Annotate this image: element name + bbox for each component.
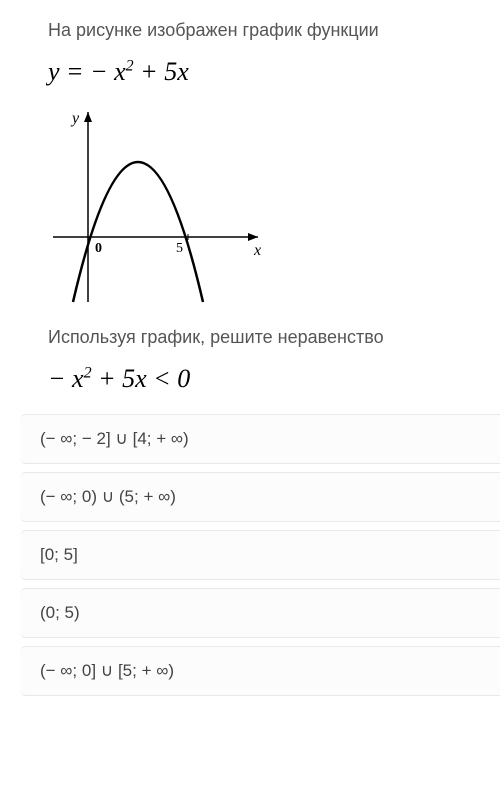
- x-axis-arrow: [248, 233, 258, 241]
- option-2[interactable]: (− ∞; 0) ∪ (5; + ∞): [20, 472, 500, 522]
- y-axis-arrow: [84, 112, 92, 122]
- formula-exponent: 2: [126, 57, 134, 74]
- origin-label: 0: [95, 241, 102, 256]
- y-axis-label: y: [70, 110, 80, 127]
- inequality-formula: − x2 + 5x < 0: [20, 364, 500, 394]
- question-intro: На рисунке изображен график функции: [20, 20, 500, 41]
- option-3[interactable]: [0; 5]: [20, 530, 500, 580]
- option-4[interactable]: (0; 5): [20, 588, 500, 638]
- option-1[interactable]: (− ∞; − 2] ∪ [4; + ∞): [20, 414, 500, 464]
- inequality-exponent: 2: [84, 364, 92, 381]
- parabola-graph: y x 0 5: [48, 107, 268, 307]
- formula-suffix: + 5x: [134, 57, 189, 86]
- inequality-suffix: + 5x < 0: [92, 364, 191, 393]
- inequality-prefix: − x: [48, 364, 84, 393]
- parabola-curve: [73, 162, 203, 302]
- graph-container: y x 0 5: [20, 107, 500, 307]
- function-formula: y = − x2 + 5x: [20, 57, 500, 87]
- x-axis-label: x: [253, 242, 261, 259]
- answer-options: (− ∞; − 2] ∪ [4; + ∞) (− ∞; 0) ∪ (5; + ∞…: [20, 414, 500, 702]
- option-5[interactable]: (− ∞; 0] ∪ [5; + ∞): [20, 646, 500, 696]
- tick-5-label: 5: [176, 241, 183, 256]
- instruction-text: Используя график, решите неравенство: [20, 327, 500, 348]
- formula-prefix: y = − x: [48, 57, 126, 86]
